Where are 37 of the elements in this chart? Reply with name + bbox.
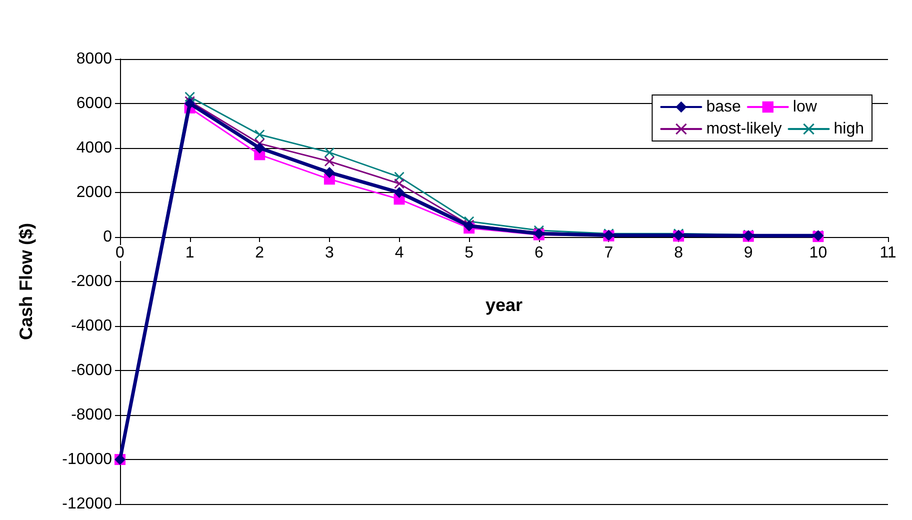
- x-axis-title: year: [485, 295, 523, 315]
- y-tick-label: 8000: [76, 50, 112, 68]
- legend-label: most-likely: [706, 120, 782, 138]
- x-tick-label: 3: [325, 244, 334, 262]
- legend-label: low: [792, 98, 818, 116]
- point: [324, 166, 335, 178]
- legend-label: high: [834, 120, 864, 138]
- point: [324, 147, 334, 158]
- point: [184, 98, 196, 109]
- x-tick-label: 1: [185, 244, 194, 262]
- y-tick-label: -2000: [71, 273, 112, 290]
- y-tick-label: -12000: [62, 496, 112, 512]
- x-tick-label: 8: [674, 244, 684, 262]
- x-tick-label: 6: [534, 244, 544, 262]
- y-axis-title: Cash Flow ($): [16, 222, 36, 340]
- x-tick-label: 10: [809, 244, 828, 262]
- y-tick-label: 4000: [76, 140, 112, 156]
- x-tick-label: 5: [464, 244, 474, 262]
- point: [394, 187, 405, 198]
- x-tick-label: 11: [880, 244, 896, 262]
- y-tick-label: -10000: [62, 451, 112, 468]
- x-tick-label: 9: [744, 244, 753, 262]
- y-tick-label: 6000: [76, 95, 112, 112]
- point: [254, 130, 265, 140]
- y-tick-label: -6000: [71, 362, 112, 379]
- point: [394, 178, 404, 189]
- point: [324, 156, 334, 166]
- x-tick-label: 2: [255, 244, 264, 262]
- point: [254, 142, 266, 154]
- y-tick-label: -4000: [71, 318, 112, 334]
- x-tick-label: 7: [604, 244, 614, 262]
- x-tick-label: 4: [394, 244, 404, 262]
- x-tick-label: 0: [116, 244, 125, 262]
- y-tick-label: -8000: [71, 406, 112, 424]
- y-tick-label: 2000: [76, 184, 112, 201]
- y-tick-label: 0: [103, 228, 112, 246]
- legend-label: base: [706, 98, 741, 116]
